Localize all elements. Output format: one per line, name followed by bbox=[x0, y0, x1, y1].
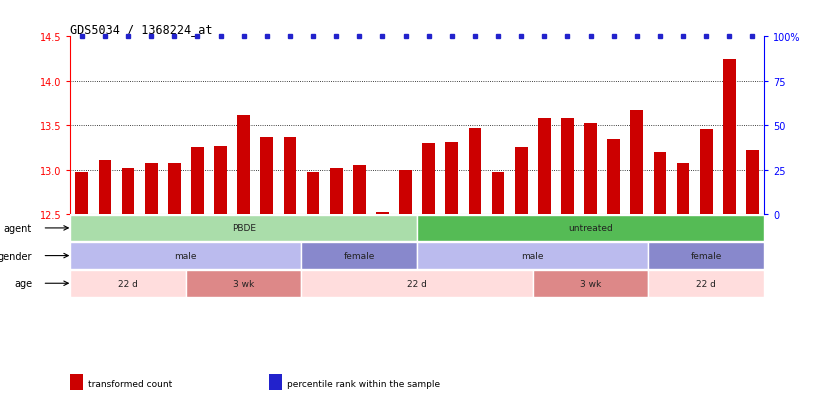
Bar bbox=[121, 169, 135, 215]
Text: female: female bbox=[344, 252, 375, 261]
Bar bbox=[70, 215, 417, 242]
Text: gender: gender bbox=[0, 251, 32, 261]
Bar bbox=[376, 213, 389, 215]
Bar bbox=[214, 146, 227, 215]
Bar bbox=[538, 119, 551, 215]
Bar bbox=[145, 164, 158, 215]
Text: male: male bbox=[521, 252, 544, 261]
Text: untreated: untreated bbox=[568, 224, 613, 233]
Bar bbox=[584, 124, 597, 215]
Text: male: male bbox=[174, 252, 197, 261]
Bar bbox=[260, 138, 273, 215]
Text: 3 wk: 3 wk bbox=[580, 279, 601, 288]
Text: transformed count: transformed count bbox=[88, 379, 172, 388]
Bar bbox=[330, 169, 343, 215]
Text: 22 d: 22 d bbox=[407, 279, 427, 288]
Bar bbox=[648, 243, 764, 269]
Bar bbox=[445, 143, 458, 215]
Text: PBDE: PBDE bbox=[231, 224, 256, 233]
Bar bbox=[676, 163, 690, 215]
Text: 22 d: 22 d bbox=[118, 279, 138, 288]
Bar bbox=[70, 271, 186, 297]
Bar bbox=[98, 161, 112, 215]
Bar bbox=[417, 243, 648, 269]
Bar bbox=[515, 147, 528, 215]
Bar bbox=[168, 163, 181, 215]
Bar bbox=[468, 128, 482, 215]
Bar bbox=[630, 111, 643, 215]
Bar bbox=[399, 170, 412, 215]
Bar bbox=[561, 119, 574, 215]
Bar bbox=[723, 60, 736, 215]
Text: agent: agent bbox=[4, 223, 32, 233]
Bar bbox=[70, 375, 83, 390]
Bar bbox=[306, 173, 320, 215]
Bar bbox=[607, 140, 620, 215]
Bar bbox=[269, 375, 282, 390]
Text: 3 wk: 3 wk bbox=[233, 279, 254, 288]
Bar bbox=[301, 243, 417, 269]
Text: age: age bbox=[14, 279, 32, 289]
Bar bbox=[186, 271, 301, 297]
Bar bbox=[648, 271, 764, 297]
Bar bbox=[422, 144, 435, 215]
Bar bbox=[283, 138, 297, 215]
Bar bbox=[700, 129, 713, 215]
Text: GDS5034 / 1368224_at: GDS5034 / 1368224_at bbox=[70, 23, 213, 36]
Bar bbox=[191, 148, 204, 215]
Bar bbox=[491, 173, 505, 215]
Text: 22 d: 22 d bbox=[696, 279, 716, 288]
Text: percentile rank within the sample: percentile rank within the sample bbox=[287, 379, 440, 388]
Text: female: female bbox=[691, 252, 722, 261]
Bar bbox=[653, 152, 667, 215]
Bar bbox=[75, 173, 88, 215]
Bar bbox=[417, 215, 764, 242]
Bar bbox=[301, 271, 533, 297]
Bar bbox=[746, 151, 759, 215]
Bar bbox=[70, 243, 301, 269]
Bar bbox=[533, 271, 648, 297]
Bar bbox=[353, 166, 366, 215]
Bar bbox=[237, 115, 250, 215]
